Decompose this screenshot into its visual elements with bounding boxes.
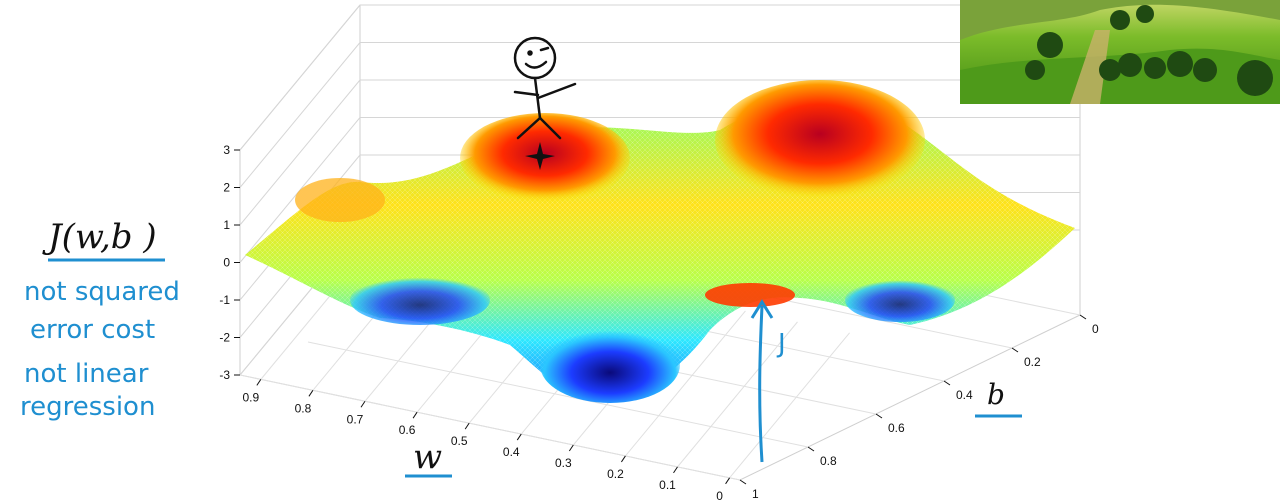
w-tick-label: 0.3 xyxy=(555,456,572,470)
arrow-annotation xyxy=(750,299,774,463)
side-note-line-2: error cost xyxy=(30,315,155,345)
b-axis-label: b xyxy=(987,378,1005,411)
star-marker-icon xyxy=(525,142,555,170)
side-note: not squared error cost not linear regres… xyxy=(20,277,180,422)
z-tick-label: 3 xyxy=(223,143,230,157)
b-axis-ticks: 0 0.2 0.4 0.6 0.8 1 xyxy=(739,314,1099,500)
z-axis-label: J(w,b ) xyxy=(42,217,157,257)
w-axis-label: w xyxy=(413,437,442,477)
w-tick-mark xyxy=(464,422,470,430)
side-note-line-1: not squared xyxy=(24,277,180,307)
w-tick-label: 0.2 xyxy=(607,467,624,481)
peak-right xyxy=(715,80,925,200)
b-tick-mark xyxy=(1011,347,1019,353)
w-tick-label: 0.1 xyxy=(659,478,676,492)
z-tick-label: -1 xyxy=(219,293,230,307)
w-tick-label: 0.8 xyxy=(295,401,312,415)
w-tick-mark xyxy=(308,390,314,397)
z-tick-label: -2 xyxy=(219,331,230,345)
w-tick-mark xyxy=(256,379,262,386)
w-tick-mark xyxy=(516,433,522,441)
b-tick-label: 0.4 xyxy=(956,388,973,402)
b-tick-label: 0.2 xyxy=(1024,355,1041,369)
valley-center xyxy=(540,327,680,403)
z-tick-label: 1 xyxy=(223,218,230,232)
b-tick-label: 0.8 xyxy=(820,454,837,468)
w-tick-label: 0.7 xyxy=(347,412,364,426)
z-tick-label: -3 xyxy=(219,368,230,382)
saddle-peak xyxy=(705,283,795,307)
b-tick-label: 1 xyxy=(752,487,759,500)
ridge-left xyxy=(295,178,385,222)
b-tick-label: 0.6 xyxy=(888,421,905,435)
w-tick-mark xyxy=(360,400,366,408)
w-tick-label: 0.4 xyxy=(503,445,520,459)
arrow-label: J xyxy=(776,329,786,359)
w-tick-mark xyxy=(412,411,418,419)
b-tick-label: 0 xyxy=(1092,322,1099,336)
valley-left xyxy=(350,275,490,325)
side-note-line-4: regression xyxy=(20,392,155,422)
side-note-line-3: not linear xyxy=(24,359,149,389)
w-tick-label: 0.5 xyxy=(451,434,468,448)
w-tick-label: 0 xyxy=(716,489,723,500)
stick-figure-on-peak xyxy=(513,36,577,170)
w-tick-mark xyxy=(725,477,730,485)
b-tick-mark xyxy=(1079,314,1087,320)
b-tick-mark xyxy=(943,380,951,386)
z-axis-ticks: 3 2 1 0 -1 -2 -3 xyxy=(219,143,240,382)
w-tick-mark xyxy=(568,444,574,452)
z-tick-label: 0 xyxy=(223,256,230,270)
w-tick-mark xyxy=(673,466,678,474)
w-tick-mark xyxy=(621,455,626,463)
b-tick-mark xyxy=(875,413,883,419)
w-tick-label: 0.6 xyxy=(399,423,416,437)
cost-surface xyxy=(245,80,1075,403)
landscape-photo xyxy=(960,0,1280,104)
b-tick-mark xyxy=(739,479,747,485)
valley-right xyxy=(845,278,955,322)
z-tick-label: 2 xyxy=(223,181,230,195)
w-axis-ticks: 0.9 0.8 0.7 0.6 0.5 0.4 0.3 0.2 0.1 0 xyxy=(242,379,730,500)
b-tick-mark xyxy=(807,446,815,452)
w-tick-label: 0.9 xyxy=(242,390,259,404)
